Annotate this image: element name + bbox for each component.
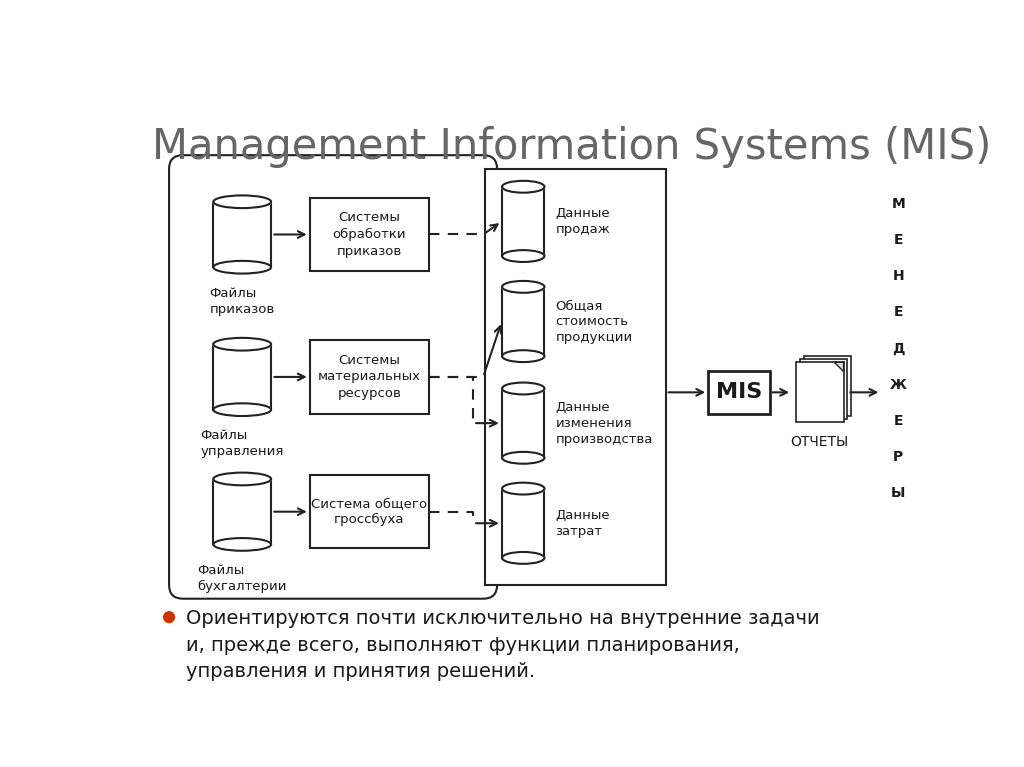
Circle shape <box>164 612 174 623</box>
Text: MIS: MIS <box>716 382 762 403</box>
Bar <box>309 341 429 413</box>
Text: Системы
обработки
приказов: Системы обработки приказов <box>333 212 407 258</box>
FancyBboxPatch shape <box>169 155 497 599</box>
Text: Ы: Ы <box>891 486 905 500</box>
Bar <box>309 475 429 548</box>
Bar <box>484 169 666 585</box>
Text: Файлы
управления: Файлы управления <box>201 430 284 459</box>
Ellipse shape <box>502 181 545 193</box>
Ellipse shape <box>213 337 271 351</box>
Bar <box>502 287 545 356</box>
Ellipse shape <box>213 538 271 551</box>
Text: Д: Д <box>892 341 904 355</box>
Bar <box>309 198 429 271</box>
Bar <box>708 371 770 413</box>
Text: Файлы
бухгалтерии: Файлы бухгалтерии <box>198 564 287 593</box>
Bar <box>796 362 844 423</box>
Text: Е: Е <box>894 305 903 319</box>
Text: Общая
стоимость
продукции: Общая стоимость продукции <box>556 299 633 344</box>
Ellipse shape <box>213 196 271 208</box>
Text: ОТЧЕТЫ: ОТЧЕТЫ <box>791 436 849 449</box>
Bar <box>213 344 271 410</box>
Text: Н: Н <box>893 269 904 283</box>
Bar <box>502 489 545 558</box>
Text: Р: Р <box>893 450 903 464</box>
Text: Файлы
приказов: Файлы приказов <box>210 287 274 316</box>
Ellipse shape <box>502 351 545 362</box>
Text: Е: Е <box>894 233 903 247</box>
Ellipse shape <box>502 281 545 293</box>
Text: Система общего
гроссбуха: Система общего гроссбуха <box>311 497 427 526</box>
Text: Management Information Systems (MIS): Management Information Systems (MIS) <box>153 127 991 169</box>
Bar <box>213 202 271 267</box>
Text: Данные
затрат: Данные затрат <box>556 509 610 538</box>
Text: Ж: Ж <box>890 377 906 392</box>
FancyBboxPatch shape <box>127 88 923 686</box>
Bar <box>502 389 545 458</box>
Ellipse shape <box>213 403 271 416</box>
Ellipse shape <box>502 552 545 564</box>
Bar <box>502 186 545 256</box>
Text: Данные
изменения
производства: Данные изменения производства <box>556 400 653 446</box>
Text: М: М <box>891 196 905 211</box>
Text: Ориентируются почти исключительно на внутренние задачи
и, прежде всего, выполняю: Ориентируются почти исключительно на вну… <box>186 610 819 682</box>
Bar <box>213 479 271 545</box>
Ellipse shape <box>502 482 545 495</box>
Ellipse shape <box>502 250 545 262</box>
Text: Е: Е <box>894 414 903 428</box>
Bar <box>800 359 848 420</box>
Polygon shape <box>835 362 844 371</box>
Bar <box>804 356 851 416</box>
Ellipse shape <box>213 472 271 486</box>
Text: Данные
продаж: Данные продаж <box>556 207 610 236</box>
Ellipse shape <box>213 261 271 274</box>
Ellipse shape <box>502 383 545 394</box>
Ellipse shape <box>502 452 545 464</box>
Text: Системы
материальных
ресурсов: Системы материальных ресурсов <box>317 354 421 400</box>
